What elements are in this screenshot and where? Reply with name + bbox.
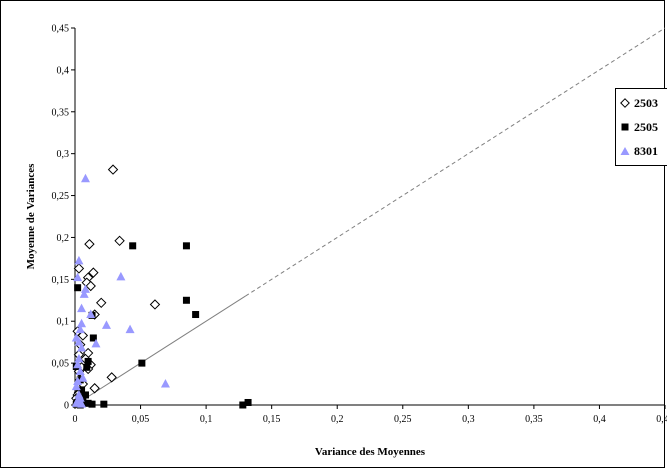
reference-line-dashed: [245, 27, 666, 297]
legend-label-series-1: 2503: [634, 95, 658, 110]
x-tick-label: 0,35: [525, 414, 543, 425]
y-tick-label: 0,25: [52, 191, 70, 202]
reference-line-solid: [74, 295, 246, 406]
point-series-2: [89, 334, 97, 342]
y-tick-label: 0,3: [57, 149, 70, 160]
y-tick-label: 0,35: [52, 107, 70, 118]
legend-item-series-1: 2503: [620, 95, 658, 111]
reference-line-group: [74, 27, 666, 406]
y-tick-label: 0,15: [52, 275, 70, 286]
x-tick-label: 0,15: [263, 414, 281, 425]
diamond-icon: [620, 98, 630, 108]
point-series-1: [85, 280, 96, 292]
y-tick-label: 0,45: [52, 24, 70, 35]
triangle-icon: [620, 147, 630, 155]
point-series-2: [239, 401, 247, 409]
y-tick-label: 0,2: [57, 233, 70, 244]
point-series-3: [77, 318, 87, 328]
x-tick-label: 0,05: [132, 414, 150, 425]
axes: 0 0,05 0,1 0,15 0,2 0,25 0,3 0,35 0,4 0,45 0 0,05 0,…: [52, 24, 667, 426]
point-series-2: [100, 400, 108, 408]
point-series-3: [79, 289, 89, 298]
legend-item-series-2: 2505: [620, 119, 658, 135]
x-tick-label: 0: [73, 414, 78, 425]
point-series-3: [91, 338, 101, 348]
point-series-3: [73, 376, 83, 386]
point-series-3: [73, 359, 83, 369]
point-series-2: [138, 359, 146, 367]
point-series-2: [78, 386, 86, 394]
point-series-3: [101, 320, 111, 329]
point-series-3: [74, 353, 84, 363]
x-tick-label: 0,1: [200, 414, 213, 425]
point-series-1: [107, 164, 119, 175]
point-series-3: [71, 398, 81, 407]
point-series-3: [125, 324, 135, 334]
point-series-3: [74, 255, 84, 265]
point-series-3: [71, 381, 81, 391]
point-series-2: [83, 363, 91, 371]
point-series-1: [88, 267, 99, 278]
point-series-1: [114, 235, 125, 247]
legend: 2503 2505 8301: [615, 88, 667, 166]
point-series-2: [182, 242, 190, 250]
point-series-1: [77, 330, 89, 341]
point-series-1: [106, 372, 117, 383]
point-series-3: [75, 324, 85, 334]
point-series-2: [129, 242, 137, 250]
point-series-2: [81, 391, 89, 399]
point-series-3: [77, 303, 87, 313]
x-tick-label: 0,25: [394, 414, 412, 425]
y-tick-label: 0,05: [52, 359, 70, 370]
square-icon: [621, 123, 629, 131]
y-tick-label: 0: [64, 401, 69, 412]
point-series-2: [74, 284, 82, 292]
x-tick-label: 0,45: [656, 414, 667, 425]
point-series-3: [73, 272, 83, 282]
legend-item-series-3: 8301: [620, 143, 658, 159]
point-series-1: [149, 299, 161, 310]
point-series-3: [86, 309, 96, 319]
point-series-3: [75, 366, 85, 375]
point-series-3: [77, 399, 87, 408]
point-series-2: [88, 400, 96, 408]
y-tick-label: 0,4: [57, 65, 70, 76]
x-axis-title: Variance des Moyennes: [315, 446, 426, 458]
point-series-3: [77, 343, 87, 352]
point-series-2: [84, 357, 92, 365]
y-axis-title: Moyenne de Variances: [25, 163, 37, 269]
point-series-1: [89, 383, 100, 394]
point-series-2: [182, 296, 190, 304]
y-tick-label: 0,1: [57, 317, 70, 328]
point-series-2: [84, 399, 92, 407]
point-series-3: [78, 373, 88, 382]
point-series-2: [244, 398, 252, 406]
point-series-3: [80, 284, 90, 293]
legend-label-series-3: 8301: [634, 143, 658, 158]
point-series-3: [116, 271, 126, 281]
point-series-3: [80, 173, 90, 183]
x-tick-label: 0,3: [462, 414, 475, 425]
point-series-3: [71, 332, 81, 342]
x-tick-label: 0,4: [593, 414, 606, 425]
point-series-1: [73, 263, 85, 274]
point-series-1: [96, 297, 107, 308]
data-points: [71, 164, 252, 409]
point-series-3: [160, 379, 170, 388]
point-series-1: [84, 238, 95, 250]
legend-label-series-2: 2505: [634, 119, 658, 134]
point-series-2: [192, 311, 200, 319]
x-tick-label: 0,2: [331, 414, 344, 425]
